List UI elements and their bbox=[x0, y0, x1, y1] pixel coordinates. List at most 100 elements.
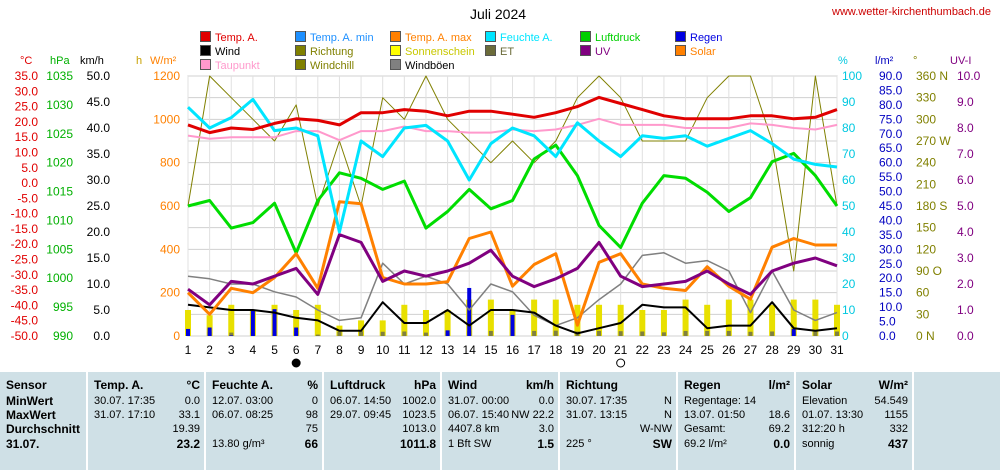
x-tick: 15 bbox=[484, 343, 498, 357]
hpa-tick: 1010 bbox=[46, 213, 73, 227]
hpa-tick: 1005 bbox=[46, 242, 73, 256]
pct-tick: 90 bbox=[842, 95, 856, 109]
x-tick: 2 bbox=[206, 343, 213, 357]
temp-tick: 5.0 bbox=[21, 161, 38, 175]
lm2-tick: 60.0 bbox=[879, 156, 903, 170]
rain-bar bbox=[229, 335, 234, 336]
rain-bar bbox=[510, 314, 515, 336]
stats-cell-left: 06.07. 14:50 bbox=[330, 395, 392, 407]
et-bar bbox=[770, 331, 775, 336]
stats-col-unit: hPa bbox=[413, 378, 436, 392]
stats-row: 01.07. 13:30 1155 bbox=[802, 408, 908, 422]
stats-col-header: Feuchte A.% bbox=[212, 378, 318, 394]
stats-col-title: Wind bbox=[448, 378, 478, 392]
stats-col-title: Temp. A. bbox=[94, 378, 144, 392]
stats-cell-left: 12.07. 03:00 bbox=[212, 395, 274, 407]
sunshine-bar bbox=[552, 299, 559, 336]
rain-bar bbox=[207, 327, 212, 336]
x-tick: 22 bbox=[636, 343, 650, 357]
stats-col-feuchte: Feuchte A.% 12.07. 03:00 0 06.07. 08:25 98 75… bbox=[206, 372, 324, 470]
rain-bar bbox=[250, 310, 255, 336]
h-unit: h bbox=[136, 55, 142, 67]
sunshine-bar bbox=[812, 299, 819, 336]
temp-tick: -10.0 bbox=[11, 207, 39, 221]
gusts-series bbox=[187, 252, 838, 327]
legend-swatch bbox=[485, 31, 496, 42]
et-bar bbox=[748, 331, 753, 336]
lm2-tick: 0.0 bbox=[879, 329, 896, 343]
et-bar bbox=[661, 332, 666, 336]
sunshine-bar bbox=[531, 299, 538, 336]
stats-label-row: MinWert bbox=[6, 394, 82, 408]
stats-col-unit: l/m² bbox=[768, 378, 790, 392]
lm2-tick: 75.0 bbox=[879, 112, 903, 126]
uvi-tick: 7.0 bbox=[957, 147, 974, 161]
legend-item: Regen bbox=[675, 31, 722, 44]
et-bar bbox=[726, 330, 731, 336]
sunshine-bar bbox=[639, 310, 646, 336]
sunshine-bar bbox=[228, 304, 235, 336]
stats-cell-value: 1002.0 bbox=[402, 395, 436, 407]
stats-col-title: Luftdruck bbox=[330, 378, 386, 392]
temp-tick: -20.0 bbox=[11, 237, 39, 251]
x-tick: 10 bbox=[376, 343, 390, 357]
temperature-series bbox=[187, 95, 838, 135]
stats-cell-left: 1 Bft SW bbox=[448, 438, 492, 450]
wind-series bbox=[187, 301, 838, 335]
legend-item: Feuchte A. bbox=[485, 31, 553, 44]
deg-tick: 240 bbox=[916, 156, 936, 170]
stats-cell-left: 225 ° bbox=[566, 438, 592, 450]
x-tick: 16 bbox=[506, 343, 520, 357]
temp-tick: -15.0 bbox=[11, 222, 39, 236]
legend-label: Temp. A. min bbox=[310, 32, 374, 44]
stats-col-header: Richtung bbox=[566, 378, 672, 394]
rain-bar bbox=[467, 287, 472, 336]
temp-tick: 10.0 bbox=[15, 145, 39, 159]
legend-label: Regen bbox=[690, 32, 723, 44]
stats-row: sonnig 437 bbox=[802, 436, 908, 452]
lm2-tick: 40.0 bbox=[879, 213, 903, 227]
temp-tick: 35.0 bbox=[15, 69, 39, 83]
stats-cell-value: 1013.0 bbox=[402, 423, 436, 435]
website-link[interactable]: www.wetter-kirchenthumbach.de bbox=[832, 6, 991, 18]
legend-item: Richtung bbox=[295, 45, 353, 58]
hpa-tick: 1020 bbox=[46, 156, 73, 170]
uv-series bbox=[187, 233, 838, 307]
stats-row: 75 bbox=[212, 422, 318, 436]
stats-cell-value: NW 22.2 bbox=[511, 409, 554, 421]
stats-cell-value: 66 bbox=[304, 437, 318, 451]
x-tick: 18 bbox=[549, 343, 563, 357]
legend-swatch bbox=[580, 45, 591, 56]
deg-tick: 30 bbox=[916, 307, 930, 321]
deg-tick: 60 bbox=[916, 286, 930, 300]
uvi-unit: UV-I bbox=[950, 55, 971, 67]
legend-item: Wind bbox=[200, 45, 240, 58]
stats-col-header: Temp. A. °C bbox=[94, 378, 200, 394]
temp-tick: 15.0 bbox=[15, 130, 39, 144]
min-label: MinWert bbox=[6, 394, 54, 408]
sunshine-bar bbox=[487, 299, 494, 336]
stats-cell-value: W-NW bbox=[639, 423, 672, 435]
stats-cell-left: 31.07. 00:00 bbox=[448, 395, 510, 407]
stats-col-richtung: Richtung 30.07. 17:35 N 31.07. 13:15 N W-NW 22… bbox=[560, 372, 678, 470]
lm2-tick: 80.0 bbox=[879, 98, 903, 112]
x-tick: 1 bbox=[185, 343, 192, 357]
stats-row: 1 Bft SW 1.5 bbox=[448, 436, 554, 452]
x-tick: 8 bbox=[336, 343, 343, 357]
hpa-tick: 990 bbox=[53, 329, 73, 343]
stats-col-header: Regen l/m² bbox=[684, 378, 790, 394]
lm2-tick: 5.0 bbox=[879, 315, 896, 329]
kmh-tick: 25.0 bbox=[87, 199, 111, 213]
x-tick: 21 bbox=[614, 343, 628, 357]
x-tick: 27 bbox=[744, 343, 758, 357]
stats-cell-value: 69.2 bbox=[768, 423, 790, 435]
legend-item: Temp. A. bbox=[200, 31, 258, 44]
stats-row: 06.07. 15:40 NW 22.2 bbox=[448, 408, 554, 422]
x-tick: 4 bbox=[250, 343, 257, 357]
stats-row: 30.07. 17:35 N bbox=[566, 394, 672, 408]
stats-row: 69.2 l/m² 0.0 bbox=[684, 436, 790, 452]
stats-cell-value: 33.1 bbox=[178, 409, 200, 421]
stats-cell-value: 0.0 bbox=[184, 395, 200, 407]
uvi-tick: 4.0 bbox=[957, 225, 974, 239]
x-tick: 24 bbox=[679, 343, 693, 357]
